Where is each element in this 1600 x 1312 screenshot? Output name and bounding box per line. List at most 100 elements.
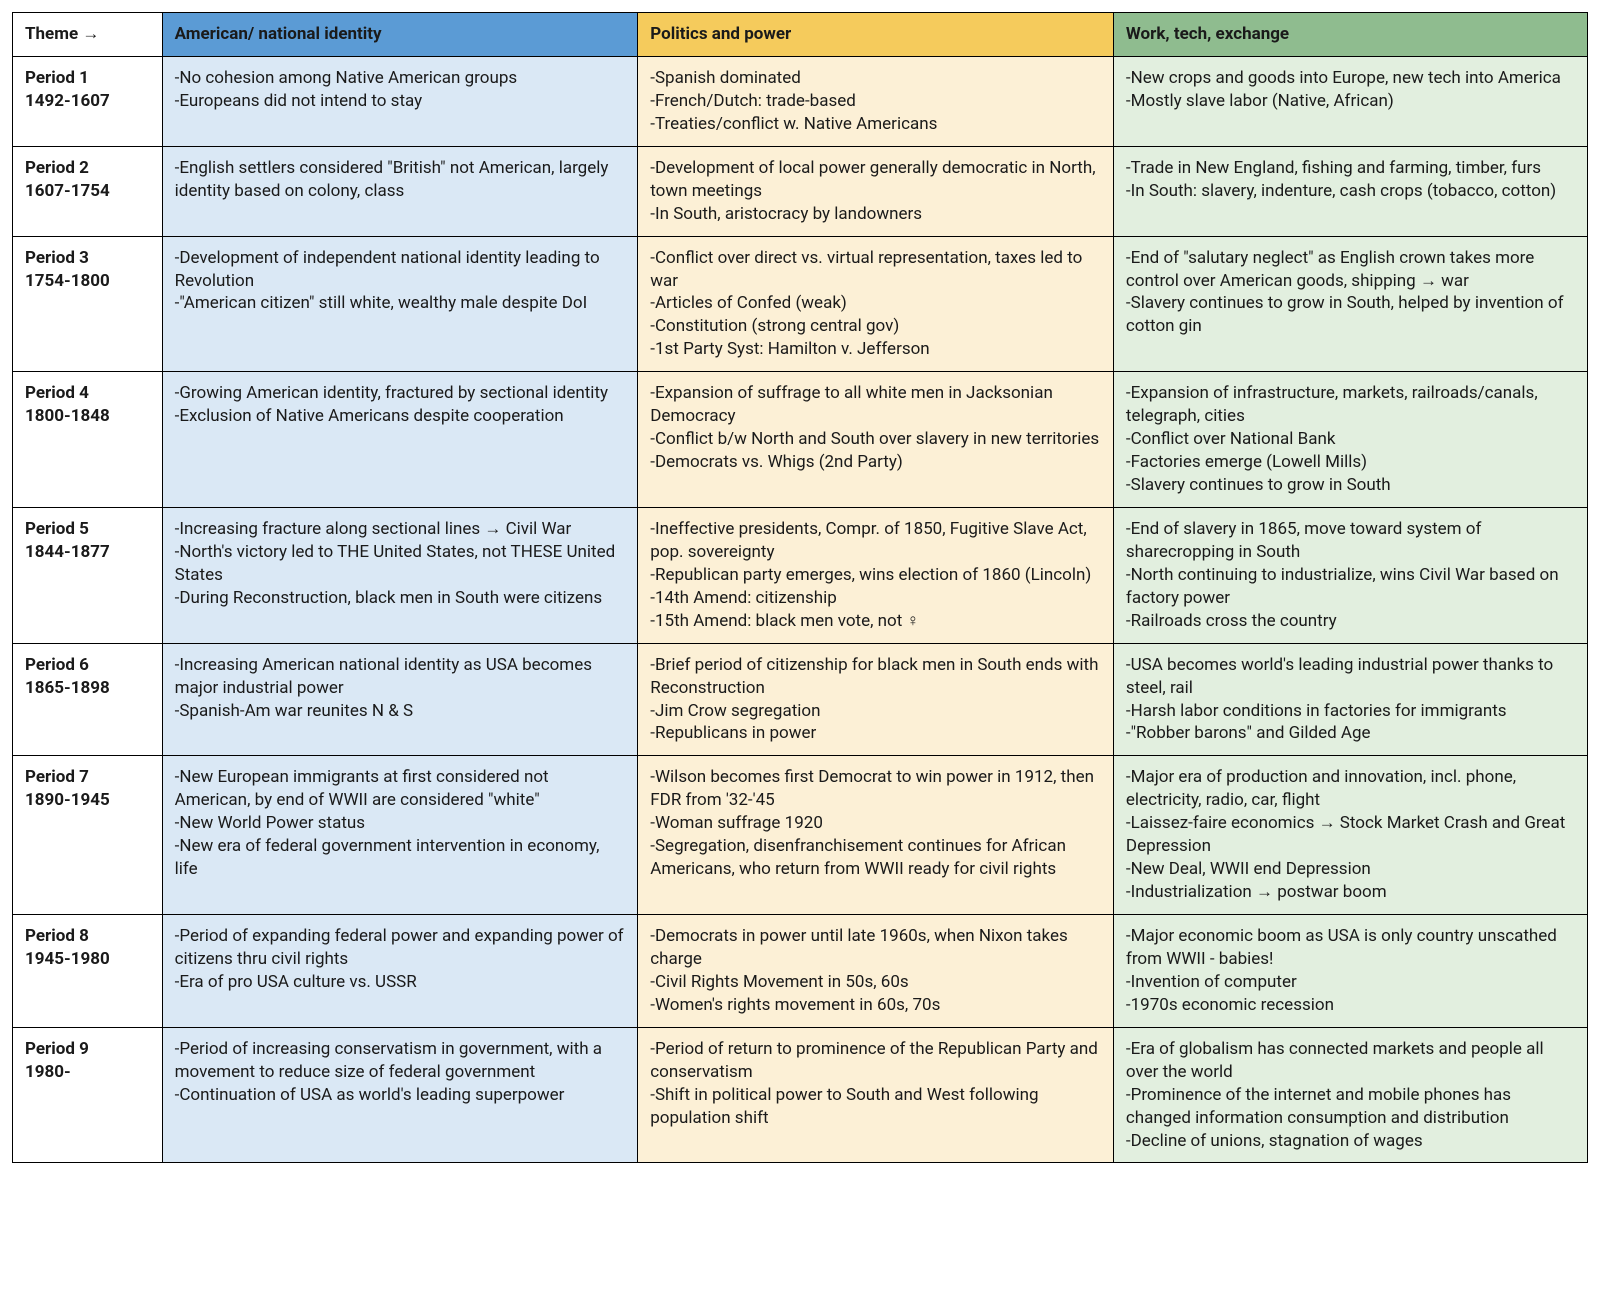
period-label: Period 51844-1877 xyxy=(13,507,163,643)
themes-periods-table: Theme → American/ national identity Poli… xyxy=(12,12,1588,1163)
cell-line: -Era of globalism has connected markets … xyxy=(1126,1038,1575,1084)
cell-line: -Development of local power generally de… xyxy=(650,157,1101,203)
cell-line: -Conflict b/w North and South over slave… xyxy=(650,428,1101,451)
cell-line: -14th Amend: citizenship xyxy=(650,587,1101,610)
period-label: Period 61865-1898 xyxy=(13,643,163,756)
cell-line: -Democrats vs. Whigs (2nd Party) xyxy=(650,451,1101,474)
cell-line: -Industrialization → postwar boom xyxy=(1126,881,1575,904)
period-label-line: Period 8 xyxy=(25,925,150,948)
cell-line: -French/Dutch: trade-based xyxy=(650,90,1101,113)
content-cell: -Increasing fracture along sectional lin… xyxy=(162,507,638,643)
cell-line: -Articles of Confed (weak) xyxy=(650,292,1101,315)
content-cell: -End of "salutary neglect" as English cr… xyxy=(1113,236,1587,372)
content-cell: -End of slavery in 1865, move toward sys… xyxy=(1113,507,1587,643)
period-label: Period 91980- xyxy=(13,1027,163,1163)
period-label-line: Period 2 xyxy=(25,157,150,180)
table-row: Period 61865-1898 -Increasing American na… xyxy=(13,643,1588,756)
cell-line: -Invention of computer xyxy=(1126,971,1575,994)
cell-line: -Women's rights movement in 60s, 70s xyxy=(650,994,1101,1017)
col-header-politics: Politics and power xyxy=(638,13,1114,57)
cell-line: -New European immigrants at first consid… xyxy=(175,766,626,812)
cell-line: -Mostly slave labor (Native, African) xyxy=(1126,90,1575,113)
cell-line: -End of "salutary neglect" as English cr… xyxy=(1126,247,1575,293)
cell-line: -New era of federal government intervent… xyxy=(175,835,626,881)
cell-line: -Continuation of USA as world's leading … xyxy=(175,1084,626,1107)
cell-line: -Slavery continues to grow in South, hel… xyxy=(1126,292,1575,338)
cell-line: -End of slavery in 1865, move toward sys… xyxy=(1126,518,1575,564)
col-header-work: Work, tech, exchange xyxy=(1113,13,1587,57)
content-cell: -Increasing American national identity a… xyxy=(162,643,638,756)
period-label: Period 41800-1848 xyxy=(13,372,163,508)
cell-line: -1970s economic recession xyxy=(1126,994,1575,1017)
period-label: Period 21607-1754 xyxy=(13,146,163,236)
period-label-line: 1754-1800 xyxy=(25,270,150,293)
cell-line: -Period of return to prominence of the R… xyxy=(650,1038,1101,1084)
cell-line: -Brief period of citizenship for black m… xyxy=(650,654,1101,700)
cell-line: -Harsh labor conditions in factories for… xyxy=(1126,700,1575,723)
content-cell: -New European immigrants at first consid… xyxy=(162,756,638,915)
content-cell: -Period of return to prominence of the R… xyxy=(638,1027,1114,1163)
period-label-line: 1607-1754 xyxy=(25,180,150,203)
content-cell: -English settlers considered "British" n… xyxy=(162,146,638,236)
content-cell: -Expansion of suffrage to all white men … xyxy=(638,372,1114,508)
period-label: Period 71890-1945 xyxy=(13,756,163,915)
cell-line: -English settlers considered "British" n… xyxy=(175,157,626,203)
cell-line: -Conflict over National Bank xyxy=(1126,428,1575,451)
cell-line: -"Robber barons" and Gilded Age xyxy=(1126,722,1575,745)
content-cell: -Brief period of citizenship for black m… xyxy=(638,643,1114,756)
content-cell: -Ineffective presidents, Compr. of 1850,… xyxy=(638,507,1114,643)
period-label: Period 11492-1607 xyxy=(13,56,163,146)
period-label: Period 31754-1800 xyxy=(13,236,163,372)
table-row: Period 51844-1877-Increasing fracture al… xyxy=(13,507,1588,643)
content-cell: -Growing American identity, fractured by… xyxy=(162,372,638,508)
theme-label-header: Theme → xyxy=(13,13,163,57)
table-row: Period 21607-1754 -English settlers consi… xyxy=(13,146,1588,236)
cell-line: -North continuing to industrialize, wins… xyxy=(1126,564,1575,610)
cell-line: -North's victory led to THE United State… xyxy=(175,541,626,587)
cell-line: -Wilson becomes first Democrat to win po… xyxy=(650,766,1101,812)
cell-line: -Major era of production and innovation,… xyxy=(1126,766,1575,812)
period-label-line: Period 4 xyxy=(25,382,150,405)
cell-line: -Era of pro USA culture vs. USSR xyxy=(175,971,626,994)
content-cell: -Democrats in power until late 1960s, wh… xyxy=(638,915,1114,1028)
period-label-line: 1844-1877 xyxy=(25,541,150,564)
cell-line: -Expansion of suffrage to all white men … xyxy=(650,382,1101,428)
content-cell: -New crops and goods into Europe, new te… xyxy=(1113,56,1587,146)
cell-line: -1st Party Syst: Hamilton v. Jefferson xyxy=(650,338,1101,361)
cell-line: -"American citizen" still white, wealthy… xyxy=(175,292,626,315)
table-row: Period 41800-1848-Growing American ident… xyxy=(13,372,1588,508)
cell-line: -Development of independent national ide… xyxy=(175,247,626,293)
cell-line: -USA becomes world's leading industrial … xyxy=(1126,654,1575,700)
cell-line: -Constitution (strong central gov) xyxy=(650,315,1101,338)
period-label-line: Period 6 xyxy=(25,654,150,677)
table-body: Period 11492-1607-No cohesion among Nati… xyxy=(13,56,1588,1163)
content-cell: -Period of expanding federal power and e… xyxy=(162,915,638,1028)
period-label-line: Period 3 xyxy=(25,247,150,270)
period-label-line: 1890-1945 xyxy=(25,789,150,812)
cell-line: -Trade in New England, fishing and farmi… xyxy=(1126,157,1575,180)
cell-line: -New World Power status xyxy=(175,812,626,835)
cell-line: -New crops and goods into Europe, new te… xyxy=(1126,67,1575,90)
cell-line: -Period of expanding federal power and e… xyxy=(175,925,626,971)
cell-line: -Shift in political power to South and W… xyxy=(650,1084,1101,1130)
cell-line: -Civil Rights Movement in 50s, 60s xyxy=(650,971,1101,994)
period-label-line: Period 9 xyxy=(25,1038,150,1061)
period-label-line: 1945-1980 xyxy=(25,948,150,971)
cell-line: -Jim Crow segregation xyxy=(650,700,1101,723)
cell-line: -Segregation, disenfranchisement continu… xyxy=(650,835,1101,881)
header-row: Theme → American/ national identity Poli… xyxy=(13,13,1588,57)
cell-line: -Republican party emerges, wins election… xyxy=(650,564,1101,587)
period-label-line: Period 1 xyxy=(25,67,150,90)
content-cell: -Era of globalism has connected markets … xyxy=(1113,1027,1587,1163)
content-cell: -USA becomes world's leading industrial … xyxy=(1113,643,1587,756)
content-cell: -Expansion of infrastructure, markets, r… xyxy=(1113,372,1587,508)
cell-line: -Europeans did not intend to stay xyxy=(175,90,626,113)
cell-line: -In South: slavery, indenture, cash crop… xyxy=(1126,180,1575,203)
cell-line: -During Reconstruction, black men in Sou… xyxy=(175,587,626,610)
cell-line: -Woman suffrage 1920 xyxy=(650,812,1101,835)
cell-line: -Democrats in power until late 1960s, wh… xyxy=(650,925,1101,971)
cell-line: -Increasing American national identity a… xyxy=(175,654,626,700)
table-row: Period 31754-1800 -Development of indepen… xyxy=(13,236,1588,372)
cell-line: -Spanish-Am war reunites N & S xyxy=(175,700,626,723)
table-row: Period 11492-1607-No cohesion among Nati… xyxy=(13,56,1588,146)
